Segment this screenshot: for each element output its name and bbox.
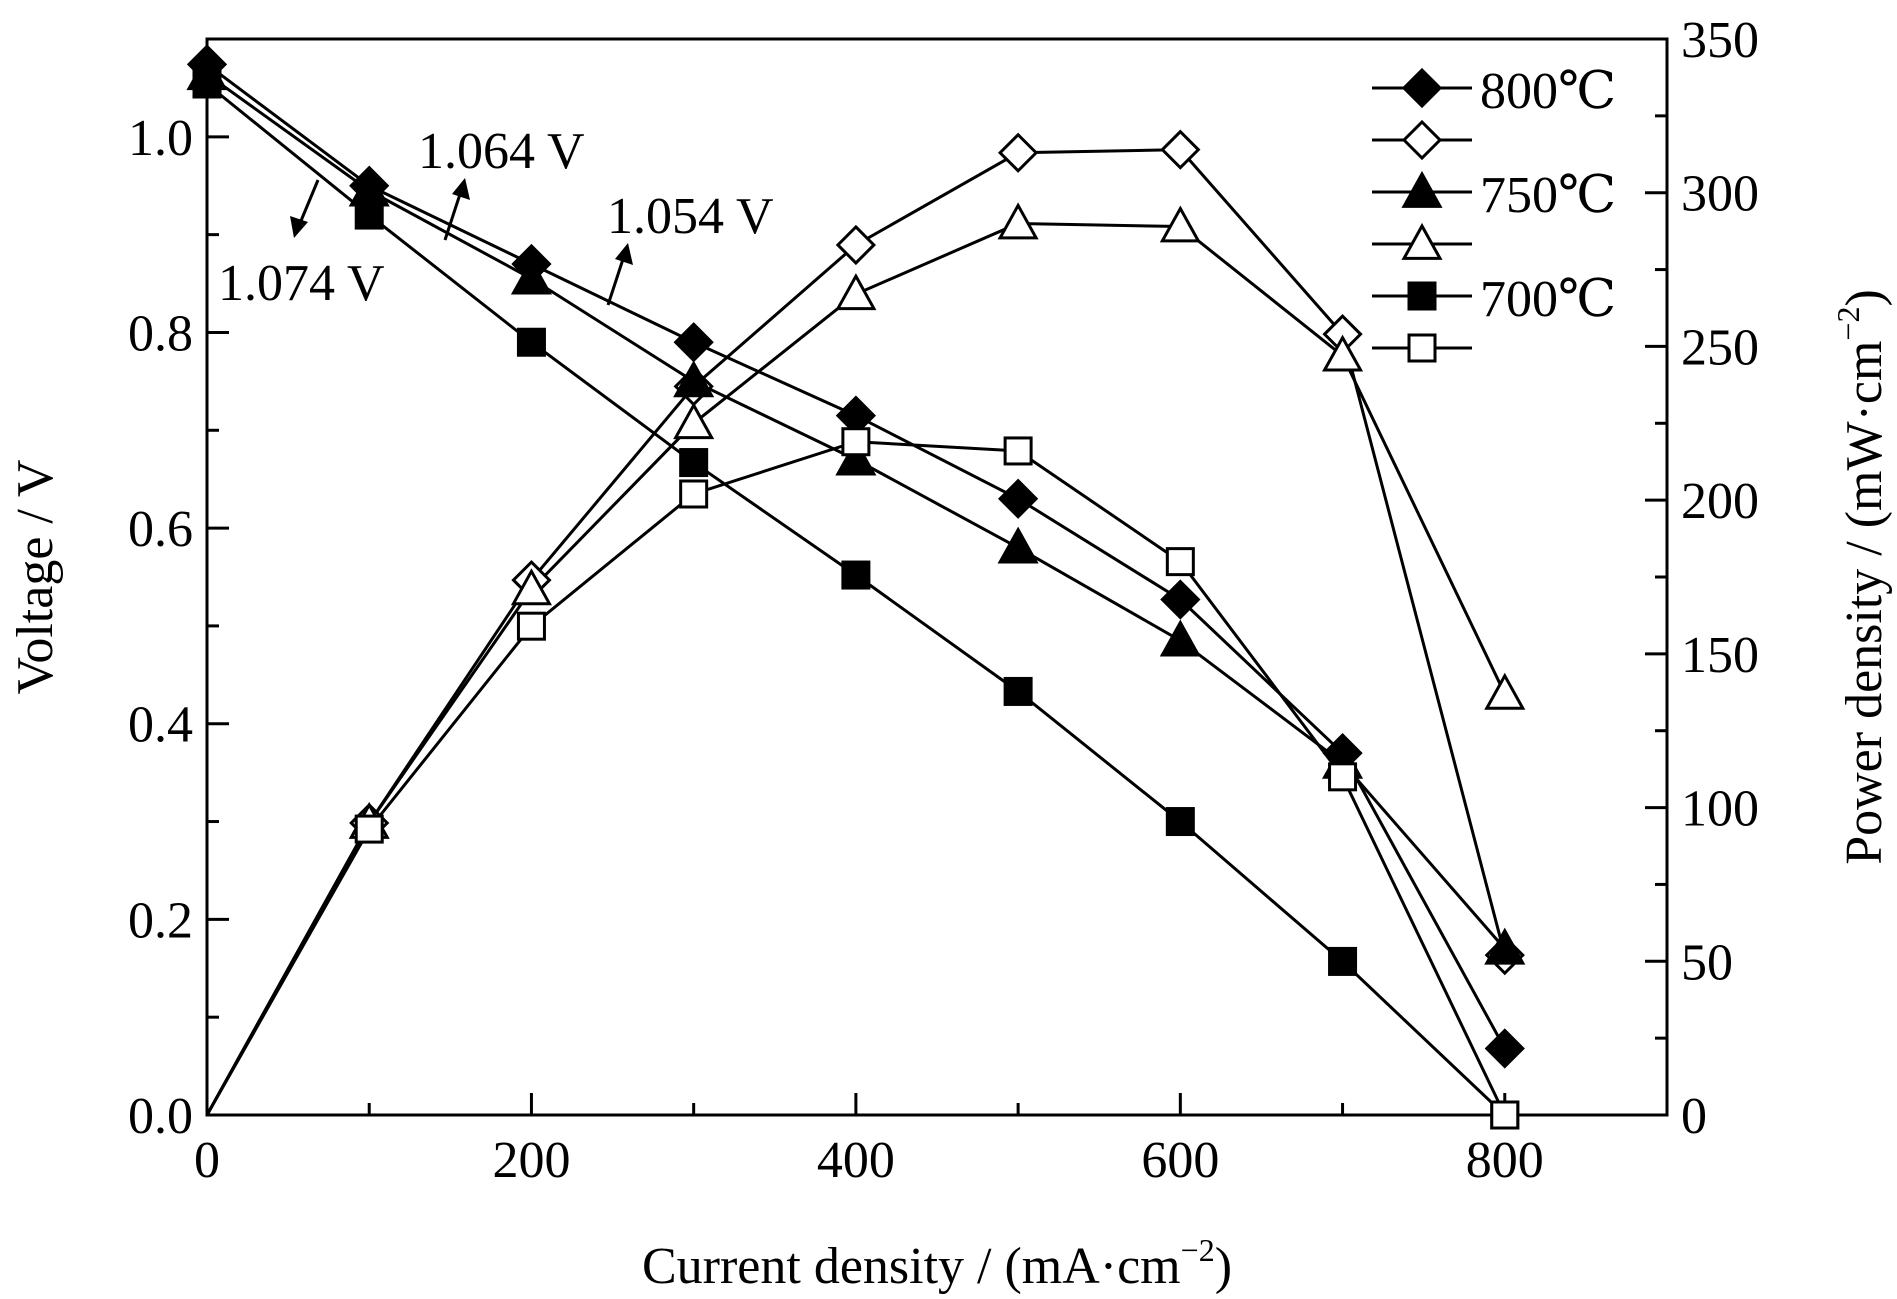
y2-tick-label: 250	[1681, 319, 1759, 376]
data-point-3	[835, 273, 877, 311]
data-point-4	[516, 327, 546, 357]
legend: 800℃ 750℃ 700℃	[1372, 63, 1616, 363]
annotation-1064-arrow	[443, 187, 464, 241]
y2-tick-label: 50	[1681, 934, 1733, 991]
data-point-5	[516, 611, 546, 641]
data-point-1	[835, 224, 877, 266]
series-lines	[205, 63, 1507, 1117]
data-point-2	[673, 360, 715, 398]
annotation-1054-arrow	[606, 252, 627, 306]
legend-marker-1	[1401, 119, 1443, 161]
y-tick-label: 0.4	[128, 697, 193, 754]
data-point-0	[1484, 1028, 1525, 1069]
legend-marker-0	[1401, 67, 1443, 109]
x-tick-label: 400	[817, 1132, 895, 1189]
annotation-1074: 1.074 V	[218, 255, 385, 312]
y2-axis-title: Power density / (mW·cm−2)	[1830, 289, 1893, 865]
y-tick-label: 0.6	[128, 501, 193, 558]
legend-label-4: 700℃	[1480, 271, 1616, 328]
legend-marker-4	[1407, 281, 1437, 311]
data-point-5	[841, 427, 871, 457]
data-point-4	[1003, 676, 1033, 706]
data-point-5	[354, 814, 384, 844]
data-point-3	[673, 402, 715, 440]
annotation-1054: 1.054 V	[607, 188, 774, 245]
legend-marker-5	[1407, 333, 1437, 363]
legend-marker-2	[1401, 170, 1443, 208]
data-point-4	[679, 448, 709, 478]
data-point-4	[1328, 946, 1358, 976]
x-axis-title: Current density / (mA·cm−2)	[642, 1232, 1232, 1295]
y2-tick-label: 150	[1681, 627, 1759, 684]
voltage-annotations: 1.074 V 1.064 V 1.054 V	[218, 123, 774, 312]
data-point-5	[1490, 1100, 1520, 1130]
data-point-2	[510, 257, 552, 295]
data-point-4	[841, 560, 871, 590]
x-tick-label: 600	[1141, 1132, 1219, 1189]
x-tick-label: 0	[194, 1132, 220, 1189]
series-line-2	[206, 72, 1506, 950]
data-point-5	[679, 479, 709, 509]
annotation-1054-arrowhead	[615, 243, 633, 265]
data-point-1	[1160, 129, 1201, 170]
data-point-5	[1328, 762, 1358, 792]
data-point-2	[997, 526, 1039, 564]
data-point-0	[673, 322, 714, 363]
y2-tick-label: 200	[1681, 473, 1759, 530]
legend-marker-3	[1401, 222, 1443, 260]
series-line-0	[206, 63, 1507, 1050]
data-point-5	[1165, 547, 1195, 577]
data-point-4	[354, 200, 384, 230]
data-point-3	[1322, 334, 1364, 372]
data-point-2	[835, 438, 877, 476]
series-line-3	[205, 221, 1507, 1116]
x-tick-label: 200	[492, 1132, 570, 1189]
data-point-2	[1484, 927, 1526, 965]
data-point-5	[1003, 436, 1033, 466]
y2-tick-label: 0	[1681, 1088, 1707, 1145]
annotation-1064-arrowhead	[452, 178, 470, 200]
annotation-1064: 1.064 V	[418, 123, 585, 180]
y2-tick-label: 350	[1681, 12, 1759, 69]
data-point-2	[1159, 619, 1201, 657]
y-axis-title: Voltage / V	[7, 460, 64, 695]
annotation-1074-arrowhead	[290, 216, 308, 238]
series-markers	[186, 44, 1526, 1130]
data-point-4	[1165, 807, 1195, 837]
y-tick-label: 0.8	[128, 305, 193, 362]
tick-labels: 0 200 400 600 800 0.0 0.2 0.4 0.6 0.8 1.0 0 50 100 150…	[128, 12, 1759, 1189]
y2-tick-label: 300	[1681, 166, 1759, 223]
tick-marks	[205, 37, 1667, 1117]
data-point-0	[1160, 579, 1201, 620]
data-point-3	[1159, 205, 1201, 243]
y2-tick-label: 100	[1681, 781, 1759, 838]
data-point-3	[510, 568, 552, 606]
data-point-0	[997, 478, 1039, 519]
data-point-3	[1484, 672, 1526, 710]
data-point-1	[997, 132, 1039, 173]
legend-label-2: 750℃	[1480, 167, 1616, 224]
y-tick-label: 0.0	[128, 1088, 193, 1145]
legend-label-0: 800℃	[1480, 63, 1616, 120]
data-point-4	[192, 69, 222, 99]
y-tick-label: 0.2	[128, 892, 193, 949]
y-tick-label: 1.0	[128, 110, 193, 167]
data-point-3	[997, 202, 1039, 240]
x-tick-label: 800	[1466, 1132, 1544, 1189]
